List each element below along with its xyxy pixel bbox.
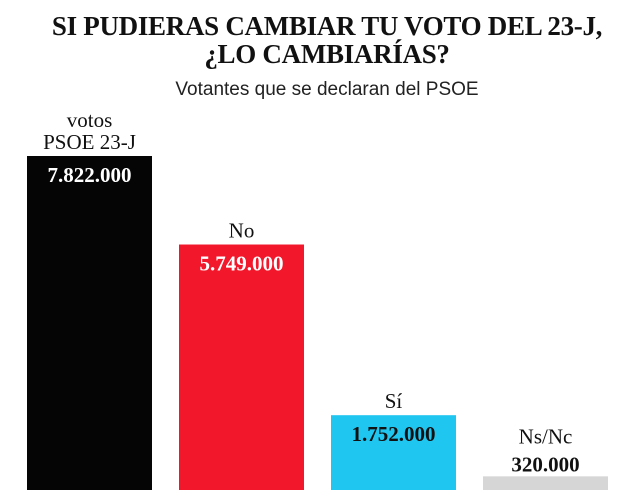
- value-label-no: 5.749.000: [200, 252, 284, 276]
- category-label-votos-psoe-23-j-line-1: votos: [67, 108, 113, 132]
- bar-si: [331, 415, 456, 490]
- chart-subtitle: Votantes que se declaran del PSOE: [175, 79, 478, 100]
- category-label-no: No: [229, 219, 255, 243]
- value-label-ns-nc: 320.000: [511, 452, 579, 476]
- bar-votos-psoe-23-j: [27, 156, 152, 490]
- chart-title-line-2: ¿LO CAMBIARÍAS?: [204, 39, 449, 69]
- value-label-si: 1.752.000: [352, 422, 436, 446]
- value-label-votos-psoe-23-j: 7.822.000: [48, 163, 132, 187]
- category-label-ns-nc: Ns/Nc: [519, 424, 573, 448]
- category-label-si: Sí: [385, 389, 403, 413]
- bar-no: [179, 244, 304, 490]
- chart-title-line-1: SI PUDIERAS CAMBIAR TU VOTO DEL 23-J,: [52, 11, 602, 41]
- bar-ns-nc: [483, 476, 608, 490]
- category-label-votos-psoe-23-j-line-2: PSOE 23-J: [43, 130, 136, 154]
